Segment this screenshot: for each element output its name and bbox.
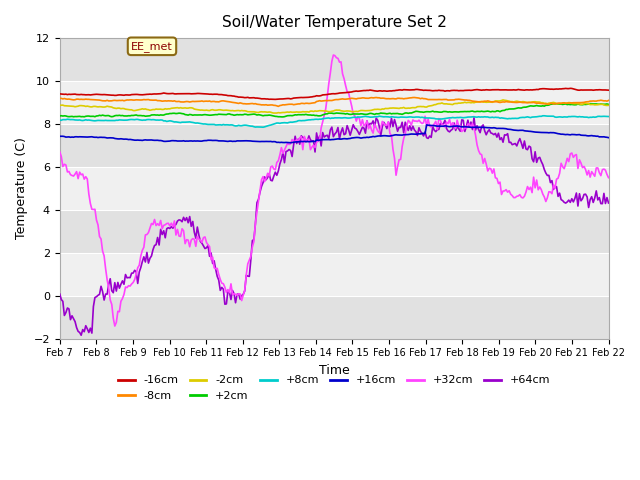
Legend: -16cm, -8cm, -2cm, +2cm, +8cm, +16cm, +32cm, +64cm: -16cm, -8cm, -2cm, +2cm, +8cm, +16cm, +3… <box>113 371 555 405</box>
Y-axis label: Temperature (C): Temperature (C) <box>15 137 28 240</box>
Bar <box>60 38 609 81</box>
Bar <box>60 210 609 253</box>
Bar <box>60 124 609 167</box>
X-axis label: Time: Time <box>319 364 349 377</box>
Text: EE_met: EE_met <box>131 41 173 52</box>
Bar <box>60 296 609 339</box>
Title: Soil/Water Temperature Set 2: Soil/Water Temperature Set 2 <box>221 15 447 30</box>
